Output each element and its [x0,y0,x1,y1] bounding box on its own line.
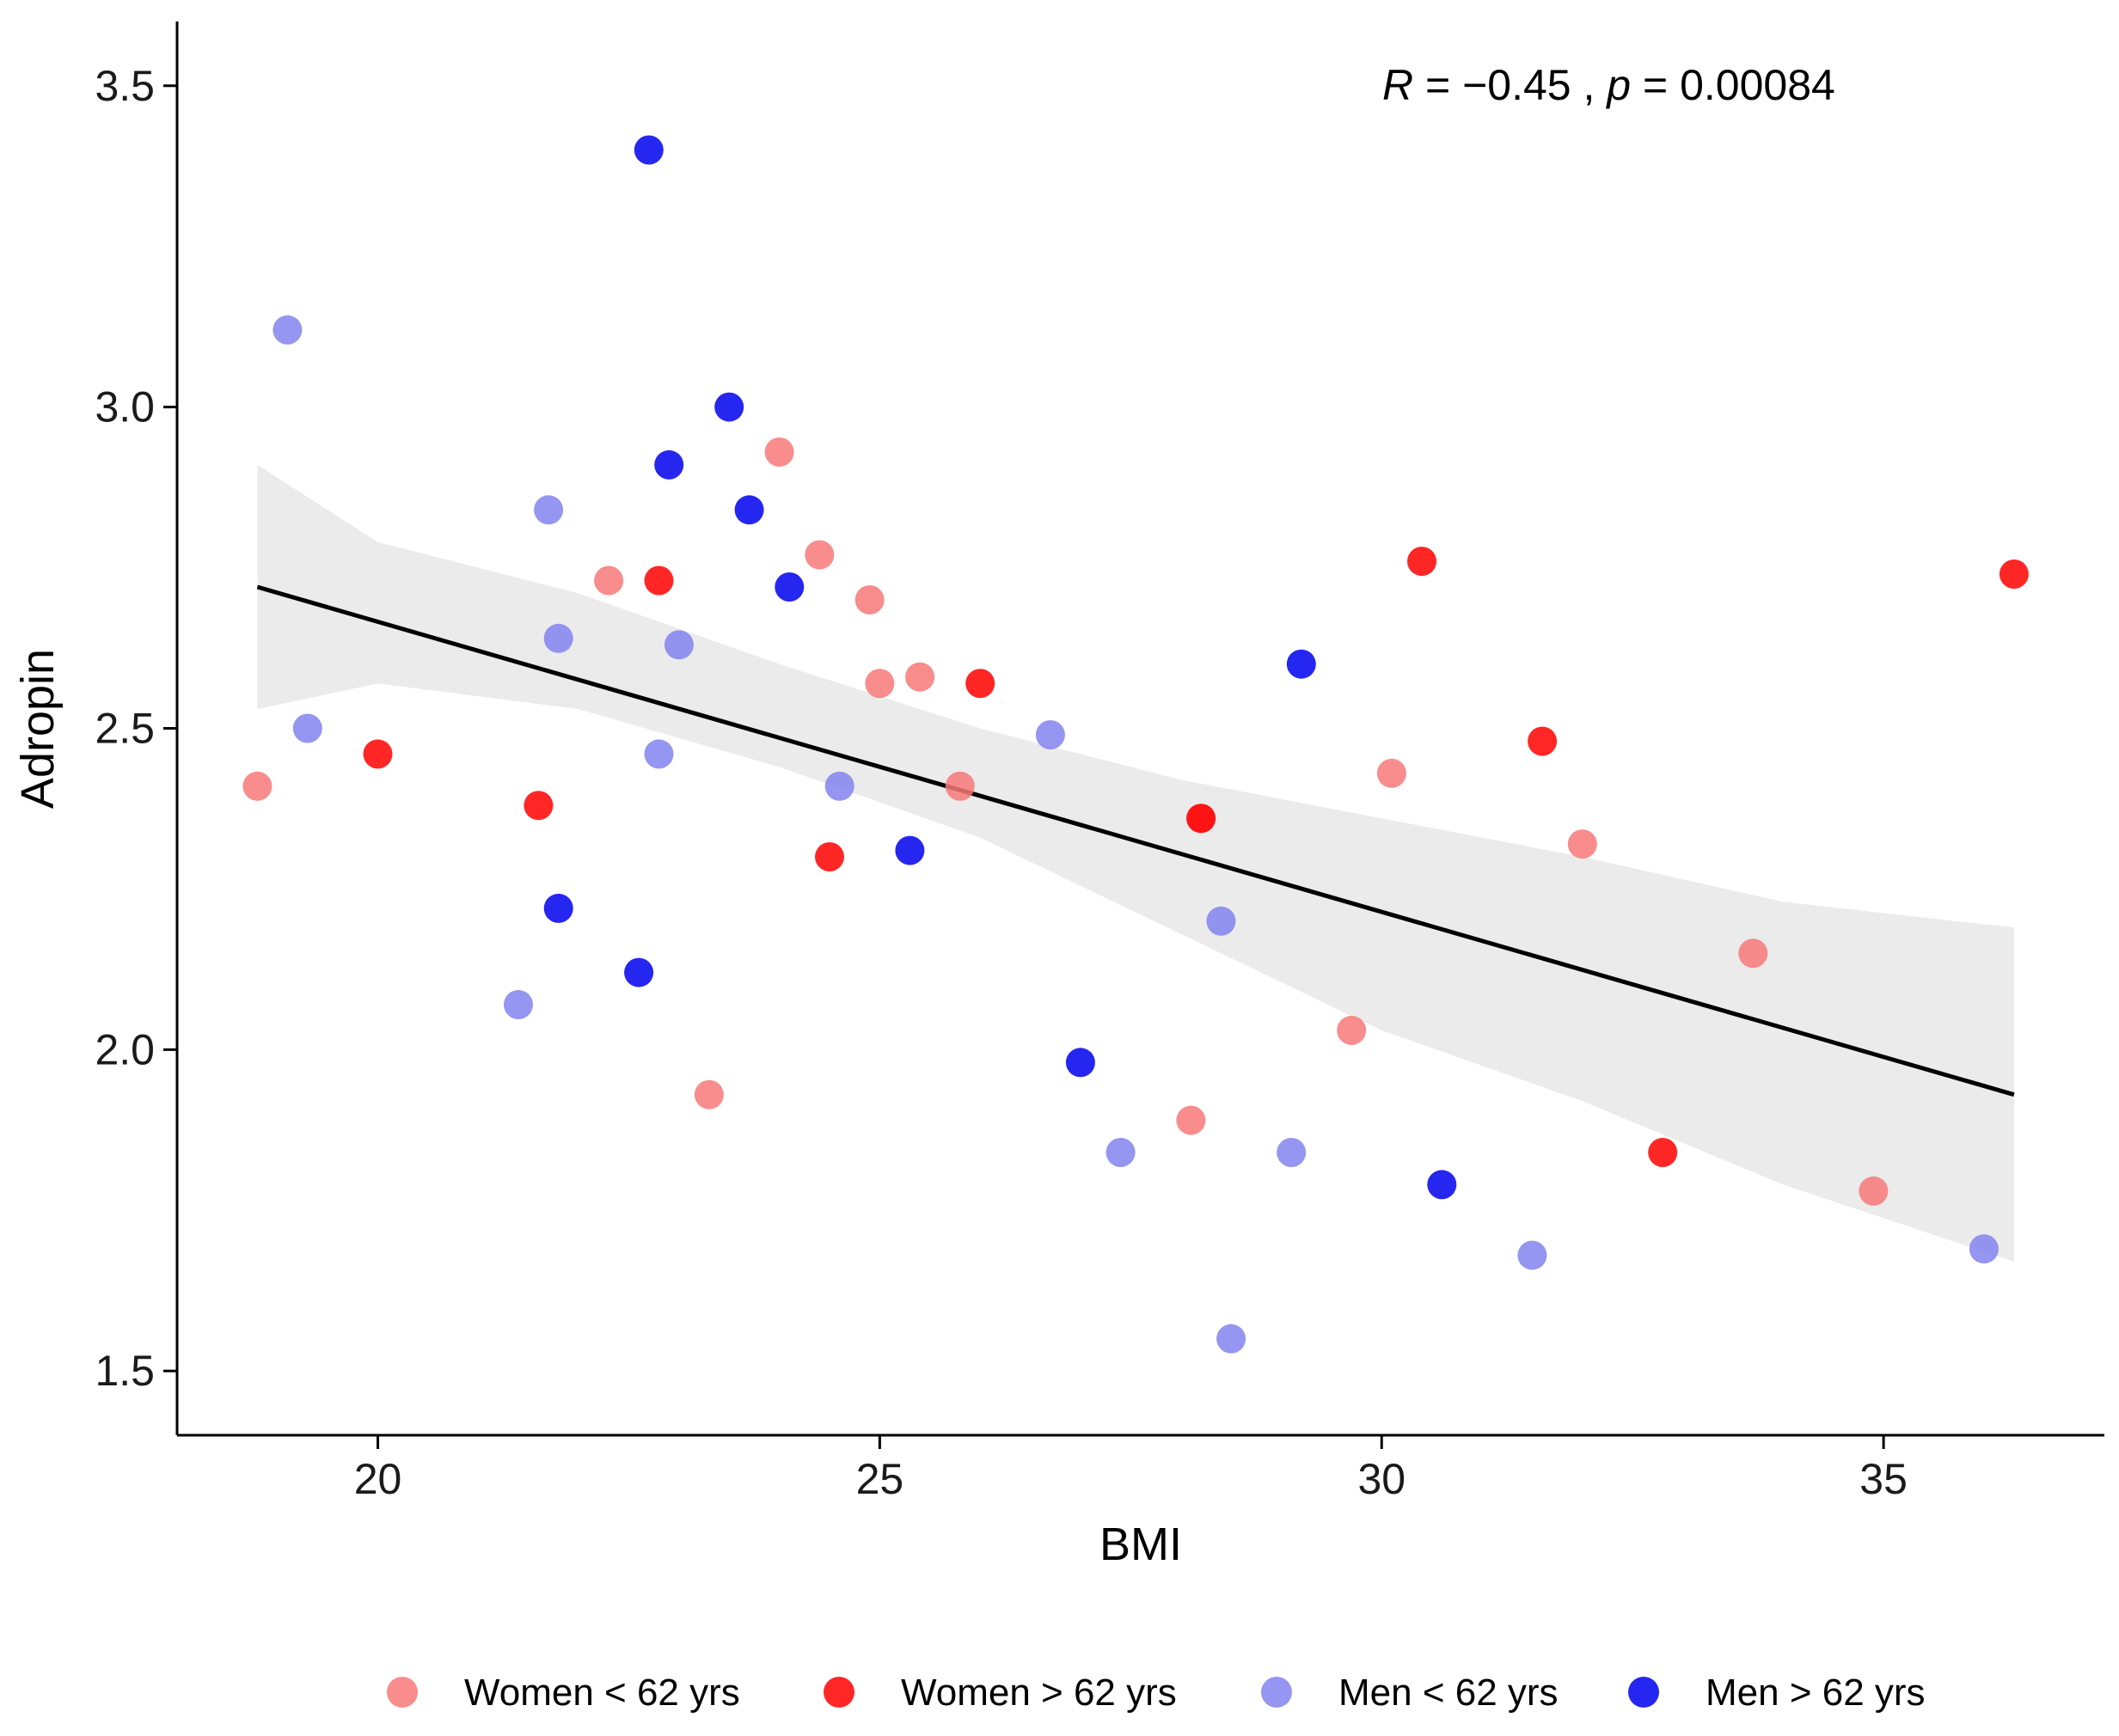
point-series-2-5 [644,739,674,769]
point-series-1-4 [965,669,995,699]
legend-label-women-under-62: Women < 62 yrs [464,1672,740,1714]
legend-marker-men-under-62 [1261,1677,1292,1708]
point-series-1-1 [524,791,554,821]
point-series-0-9 [1176,1105,1206,1135]
stat-annotation: R = −0.45 , p = 0.00084 [1382,61,1835,109]
point-series-0-6 [865,669,895,699]
point-series-2-1 [292,713,322,743]
legend-label-men-under-62: Men < 62 yrs [1338,1672,1559,1714]
point-series-3-5 [734,495,764,525]
confidence-band-layer [257,464,2014,1262]
point-series-2-3 [534,495,564,525]
r-symbol: R [1382,61,1413,109]
x-tick-label-35: 35 [1859,1455,1908,1503]
point-series-1-7 [1528,726,1558,756]
point-series-3-10 [1427,1170,1457,1200]
point-series-3-2 [634,135,664,165]
regression-line [256,584,2015,1097]
point-series-0-15 [1859,1176,1889,1206]
point-series-2-6 [664,630,694,660]
p-value: = 0.00084 [1631,61,1835,109]
point-series-1-0 [363,739,393,769]
point-series-0-14 [1738,938,1768,969]
point-series-1-6 [1407,547,1436,577]
x-tick-label-30: 30 [1357,1455,1406,1503]
x-ticks-layer: 20 25 30 35 [354,1435,1908,1503]
point-series-0-12 [1376,758,1406,788]
legend-marker-women-over-62 [824,1677,854,1708]
data-points-layer [242,135,2029,1354]
point-series-2-13 [1517,1240,1547,1270]
point-series-3-7 [895,835,925,865]
point-series-1-9 [1999,559,2029,589]
point-series-0-5 [854,585,885,614]
p-symbol: p [1605,61,1631,109]
point-series-2-7 [824,771,854,801]
point-series-2-4 [543,623,573,653]
y-tick-label-2.5: 2.5 [95,705,155,753]
point-series-2-0 [273,315,303,345]
y-tick-label-3.0: 3.0 [95,383,155,431]
point-series-3-1 [624,957,654,987]
point-series-2-10 [1206,906,1236,936]
point-series-2-14 [1969,1234,1999,1264]
legend-marker-men-over-62 [1628,1677,1659,1708]
point-series-0-13 [1567,829,1597,859]
legend: Women < 62 yrs Women > 62 yrs Men < 62 y… [387,1672,1926,1714]
y-axis-title: Adropin [12,649,64,809]
y-ticks-layer: 1.5 2.0 2.5 3.0 3.5 [95,62,177,1395]
x-tick-label-20: 20 [354,1455,402,1503]
point-series-1-3 [815,842,844,871]
point-series-3-9 [1286,649,1316,679]
legend-marker-women-under-62 [387,1677,418,1708]
regression-line-layer [256,584,2015,1097]
point-series-0-11 [1337,1015,1367,1045]
point-series-2-2 [504,990,533,1019]
point-series-3-8 [1065,1048,1095,1078]
point-series-2-11 [1216,1323,1246,1354]
y-tick-label-2.0: 2.0 [95,1025,155,1073]
point-series-3-6 [775,572,805,602]
x-tick-label-25: 25 [856,1455,904,1503]
x-axis-title: BMI [1099,1519,1182,1570]
point-series-3-4 [714,392,744,422]
point-series-0-2 [694,1079,724,1109]
r-value: = −0.45 , [1413,61,1607,109]
point-series-2-8 [1035,720,1065,749]
point-series-0-4 [805,540,835,570]
point-series-3-0 [543,893,573,923]
point-series-0-8 [945,771,975,801]
y-tick-label-1.5: 1.5 [95,1347,155,1395]
point-series-0-3 [764,437,794,467]
point-series-1-2 [644,565,674,596]
point-series-2-9 [1105,1138,1136,1167]
legend-label-women-over-62: Women > 62 yrs [901,1672,1177,1714]
point-series-1-8 [1648,1138,1678,1167]
point-series-2-12 [1277,1138,1307,1167]
y-tick-label-3.5: 3.5 [95,62,155,110]
point-series-0-0 [242,771,273,801]
point-series-3-3 [654,449,684,480]
axes-layer [175,21,2104,1437]
point-series-1-5 [1186,804,1216,834]
point-series-0-1 [594,565,624,596]
legend-label-men-over-62: Men > 62 yrs [1706,1672,1926,1714]
point-series-0-7 [905,662,935,692]
confidence-band [257,464,2014,1262]
